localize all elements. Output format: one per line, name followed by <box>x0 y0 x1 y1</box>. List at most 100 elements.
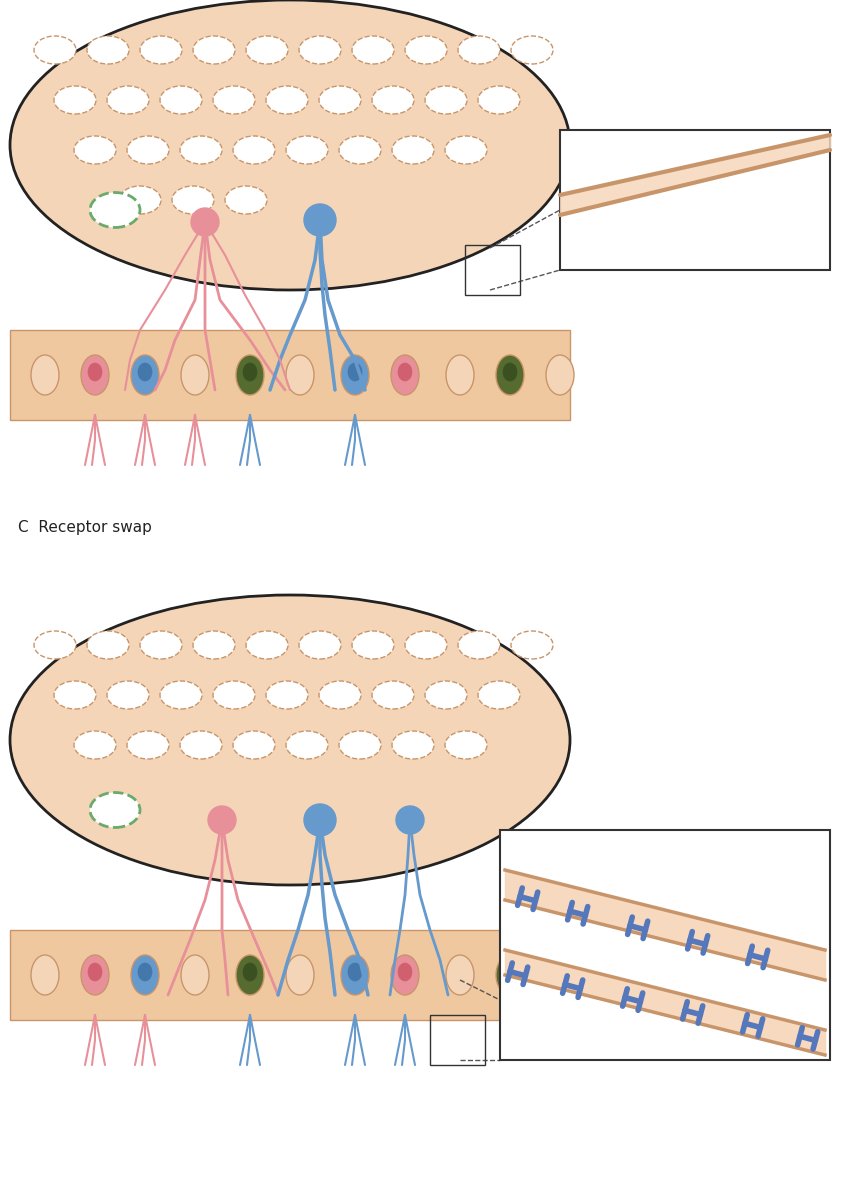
Ellipse shape <box>87 36 129 64</box>
Ellipse shape <box>31 955 59 995</box>
Ellipse shape <box>87 631 129 659</box>
Ellipse shape <box>246 631 288 659</box>
Ellipse shape <box>299 36 341 64</box>
Ellipse shape <box>446 955 474 995</box>
Ellipse shape <box>286 355 314 395</box>
FancyBboxPatch shape <box>560 130 830 270</box>
Ellipse shape <box>225 186 267 213</box>
Bar <box>10 330 570 420</box>
Ellipse shape <box>352 36 394 64</box>
Ellipse shape <box>208 806 236 834</box>
Ellipse shape <box>391 955 419 995</box>
Ellipse shape <box>74 136 116 164</box>
Ellipse shape <box>243 363 257 381</box>
Ellipse shape <box>339 731 381 759</box>
Ellipse shape <box>546 355 574 395</box>
Ellipse shape <box>90 792 140 828</box>
Ellipse shape <box>478 87 520 114</box>
Ellipse shape <box>496 955 524 995</box>
Ellipse shape <box>127 136 169 164</box>
Ellipse shape <box>503 963 517 981</box>
Ellipse shape <box>304 804 336 836</box>
Ellipse shape <box>107 681 149 709</box>
Ellipse shape <box>286 731 328 759</box>
Text: C  Receptor swap: C Receptor swap <box>18 519 152 535</box>
Ellipse shape <box>31 355 59 395</box>
Ellipse shape <box>138 963 152 981</box>
Ellipse shape <box>193 36 235 64</box>
Ellipse shape <box>425 87 467 114</box>
Ellipse shape <box>181 355 209 395</box>
Ellipse shape <box>503 363 517 381</box>
Ellipse shape <box>286 136 328 164</box>
Ellipse shape <box>127 731 169 759</box>
Ellipse shape <box>445 731 487 759</box>
Ellipse shape <box>405 36 447 64</box>
Ellipse shape <box>266 87 308 114</box>
Ellipse shape <box>233 731 275 759</box>
Ellipse shape <box>405 631 447 659</box>
Ellipse shape <box>181 955 209 995</box>
Ellipse shape <box>34 631 76 659</box>
Ellipse shape <box>319 87 361 114</box>
Ellipse shape <box>160 87 202 114</box>
Ellipse shape <box>213 681 255 709</box>
Ellipse shape <box>372 681 414 709</box>
Ellipse shape <box>160 681 202 709</box>
Ellipse shape <box>193 631 235 659</box>
Ellipse shape <box>172 186 214 213</box>
Ellipse shape <box>140 631 182 659</box>
Ellipse shape <box>81 955 109 995</box>
Ellipse shape <box>511 36 553 64</box>
Ellipse shape <box>131 355 159 395</box>
Ellipse shape <box>458 36 500 64</box>
Ellipse shape <box>213 87 255 114</box>
Ellipse shape <box>236 355 264 395</box>
Ellipse shape <box>496 355 524 395</box>
Ellipse shape <box>138 363 152 381</box>
Ellipse shape <box>34 36 76 64</box>
Ellipse shape <box>180 136 222 164</box>
Ellipse shape <box>107 87 149 114</box>
Ellipse shape <box>304 204 336 236</box>
Ellipse shape <box>478 681 520 709</box>
Ellipse shape <box>191 208 219 236</box>
Ellipse shape <box>511 631 553 659</box>
Ellipse shape <box>341 355 369 395</box>
Ellipse shape <box>236 955 264 995</box>
Ellipse shape <box>10 0 570 291</box>
Ellipse shape <box>246 36 288 64</box>
FancyBboxPatch shape <box>500 830 830 1060</box>
Ellipse shape <box>319 681 361 709</box>
Ellipse shape <box>458 631 500 659</box>
Ellipse shape <box>119 186 161 213</box>
Ellipse shape <box>74 731 116 759</box>
Ellipse shape <box>88 963 102 981</box>
Ellipse shape <box>425 681 467 709</box>
Ellipse shape <box>341 955 369 995</box>
Ellipse shape <box>299 631 341 659</box>
Ellipse shape <box>546 955 574 995</box>
Ellipse shape <box>90 192 140 228</box>
Ellipse shape <box>10 595 570 885</box>
Ellipse shape <box>233 136 275 164</box>
Ellipse shape <box>352 631 394 659</box>
Ellipse shape <box>392 731 434 759</box>
Ellipse shape <box>398 363 412 381</box>
Ellipse shape <box>348 363 362 381</box>
Ellipse shape <box>131 955 159 995</box>
Ellipse shape <box>54 87 96 114</box>
Ellipse shape <box>54 681 96 709</box>
Ellipse shape <box>391 355 419 395</box>
Ellipse shape <box>81 355 109 395</box>
Ellipse shape <box>372 87 414 114</box>
Ellipse shape <box>398 963 412 981</box>
Ellipse shape <box>180 731 222 759</box>
Bar <box>430 1015 485 1065</box>
Ellipse shape <box>445 136 487 164</box>
Ellipse shape <box>392 136 434 164</box>
Bar <box>10 930 570 1020</box>
Ellipse shape <box>286 955 314 995</box>
Ellipse shape <box>88 363 102 381</box>
Ellipse shape <box>396 806 424 834</box>
